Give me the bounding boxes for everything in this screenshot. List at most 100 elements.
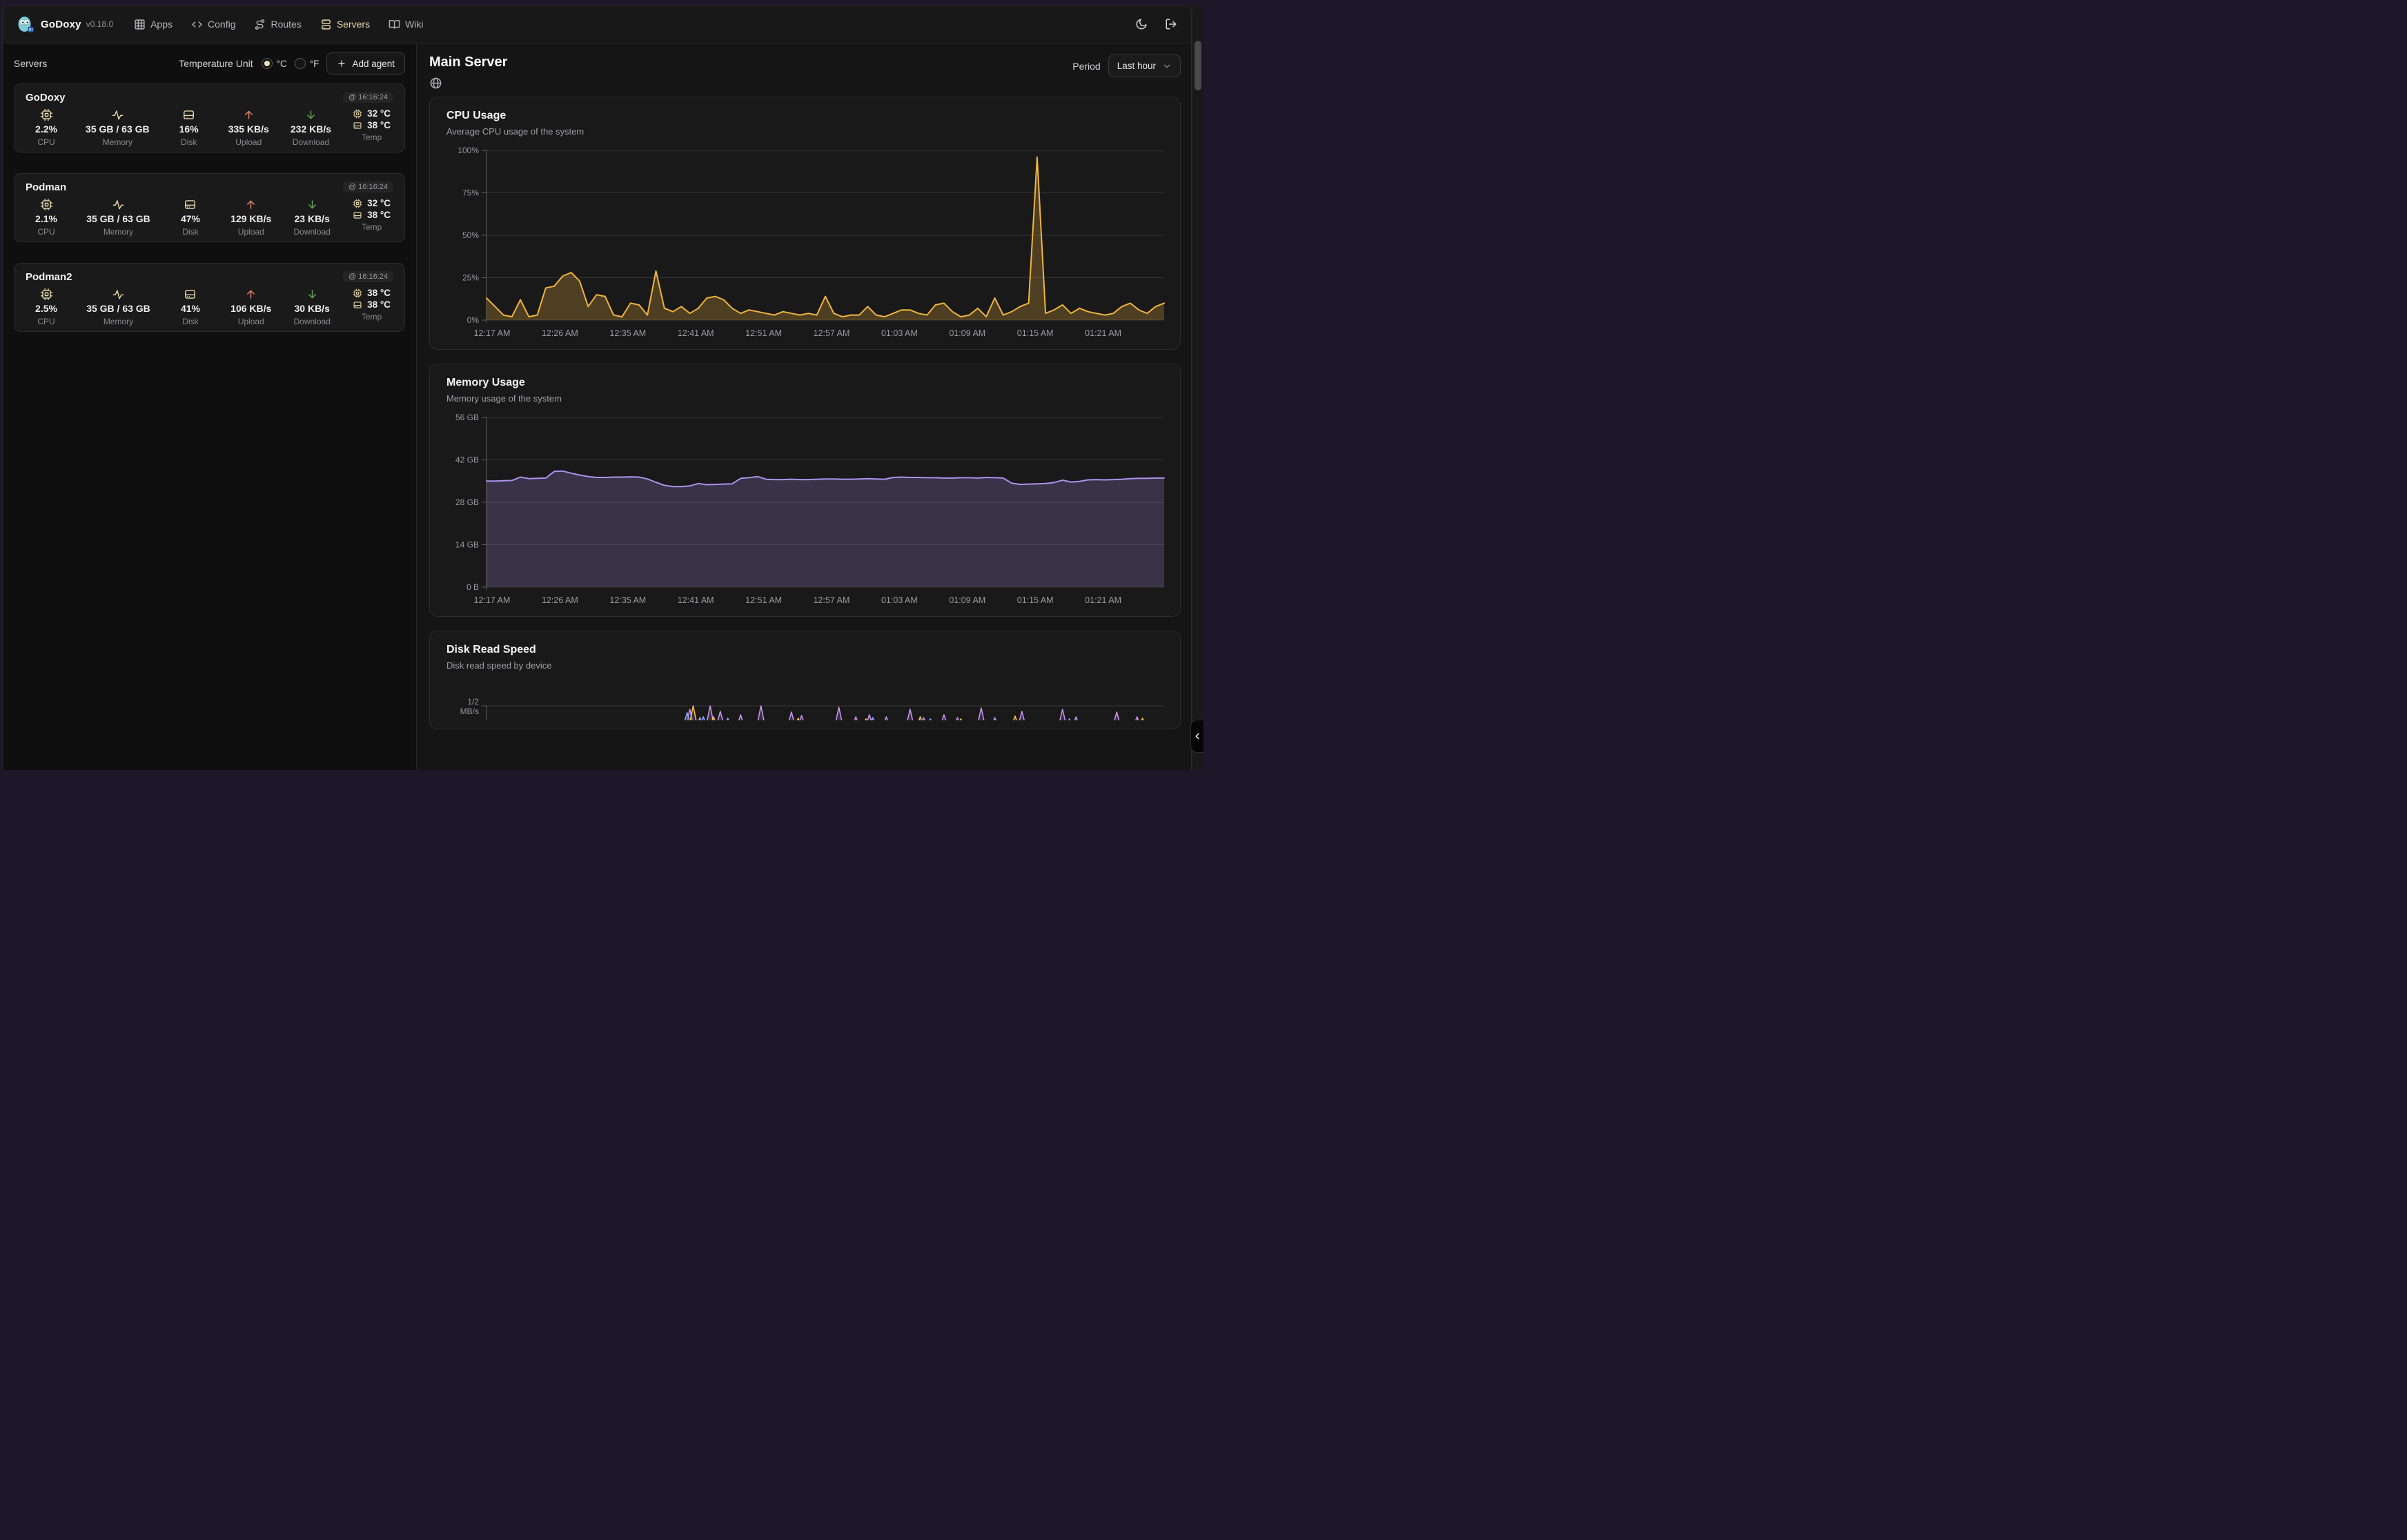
- stat-memory: 35 GB / 63 GB Memory: [86, 108, 150, 147]
- svg-text:01:09 AM: 01:09 AM: [949, 595, 985, 605]
- memory-label: Memory: [103, 317, 134, 326]
- chevron-down-icon: [1163, 64, 1170, 68]
- nav-label: Routes: [271, 19, 302, 30]
- period-select[interactable]: Last hour: [1108, 55, 1181, 77]
- disk-temp-value: 38 °C: [367, 210, 391, 220]
- fahrenheit-radio[interactable]: °F: [294, 58, 320, 69]
- svg-text:0 B: 0 B: [466, 582, 479, 592]
- svg-text:12:57 AM: 12:57 AM: [814, 595, 850, 605]
- main-nav: Apps Config Routes Servers Wiki: [134, 19, 424, 30]
- upload-value: 335 KB/s: [228, 124, 269, 135]
- hard-drive-icon: [353, 300, 362, 310]
- svg-text:01:03 AM: 01:03 AM: [881, 328, 918, 338]
- cpu-chip-icon: [40, 288, 53, 301]
- server-name: Podman: [26, 181, 67, 193]
- sidebar-title: Servers: [14, 58, 48, 69]
- disk-temp-row: 38 °C: [353, 299, 391, 310]
- svg-text:12:35 AM: 12:35 AM: [609, 328, 646, 338]
- activity-icon: [111, 108, 124, 121]
- cpu-value: 2.5%: [35, 303, 57, 314]
- memory-usage-chart[interactable]: 56 GB 42 GB 28 GB 14 GB 0 B 12:17 AM 12:26 AM 1…: [446, 413, 1167, 608]
- server-card[interactable]: GoDoxy @ 16:16:24 2.2% CPU 35 GB / 63 GB Memo…: [14, 83, 405, 152]
- download-label: Download: [293, 317, 331, 326]
- stat-cpu: 2.1% CPU: [28, 198, 64, 237]
- cpu-usage-chart[interactable]: 100% 75% 50% 25% 0% 12:17 AM 12:26 AM 12:35 AM 1…: [446, 146, 1167, 341]
- stat-upload: 335 KB/s Upload: [228, 108, 269, 147]
- page-title: Main Server: [429, 55, 508, 70]
- svg-text:56 GB: 56 GB: [455, 413, 479, 422]
- add-agent-label: Add agent: [352, 58, 395, 69]
- main-header: Main Server Period Last hour: [429, 55, 1181, 90]
- route-icon: [255, 19, 265, 30]
- cpu-chip-icon: [353, 199, 362, 208]
- svg-text:12:51 AM: 12:51 AM: [745, 328, 782, 338]
- servers-sidebar: Servers Temperature Unit °C °F Add agent…: [3, 43, 417, 770]
- svg-text:01:21 AM: 01:21 AM: [1085, 328, 1121, 338]
- celsius-radio[interactable]: °C: [261, 58, 287, 69]
- plus-icon: [338, 60, 346, 67]
- server-icon: [321, 19, 331, 30]
- theme-toggle-moon-icon[interactable]: [1135, 18, 1148, 30]
- server-card[interactable]: Podman @ 16:16:24 2.1% CPU 35 GB / 63 GB Memo…: [14, 173, 405, 242]
- svg-text:01:15 AM: 01:15 AM: [1017, 595, 1054, 605]
- fahrenheit-label: °F: [309, 58, 320, 69]
- nav-item-servers[interactable]: Servers: [320, 19, 370, 30]
- stat-download: 23 KB/s Download: [294, 198, 331, 237]
- cpu-temp-row: 32 °C: [353, 108, 391, 119]
- chart-title: CPU Usage: [446, 110, 507, 121]
- server-card[interactable]: Podman2 @ 16:16:24 2.5% CPU 35 GB / 63 GB Mem…: [14, 263, 405, 332]
- server-stats-row: 2.5% CPU 35 GB / 63 GB Memory 41% Disk 106 KB/…: [26, 288, 393, 326]
- stat-temp: 32 °C 38 °C Temp: [353, 108, 391, 147]
- temperature-unit-label: Temperature Unit: [179, 58, 253, 69]
- add-agent-button[interactable]: Add agent: [326, 52, 405, 75]
- nav-item-config[interactable]: Config: [191, 19, 235, 30]
- cpu-chip-icon: [353, 288, 362, 298]
- memory-value: 35 GB / 63 GB: [86, 213, 150, 224]
- arrow-down-icon: [306, 288, 319, 301]
- collapse-drawer-handle[interactable]: [1190, 720, 1204, 753]
- stat-cpu: 2.2% CPU: [28, 108, 64, 147]
- activity-icon: [112, 198, 125, 211]
- server-card-header: Podman @ 16:16:24: [26, 181, 393, 193]
- svg-text:12:17 AM: 12:17 AM: [474, 328, 511, 338]
- cpu-temp-value: 32 °C: [367, 108, 391, 119]
- disk-read-speed-chart[interactable]: 1/2MB/s: [446, 680, 1167, 720]
- upload-label: Upload: [235, 137, 262, 147]
- memory-label: Memory: [102, 137, 132, 147]
- nav-label: Config: [208, 19, 236, 30]
- cpu-temp-row: 32 °C: [353, 198, 391, 208]
- nav-item-wiki[interactable]: Wiki: [389, 19, 424, 30]
- nav-item-routes[interactable]: Routes: [254, 19, 302, 30]
- logout-icon[interactable]: [1165, 18, 1177, 30]
- memory-value: 35 GB / 63 GB: [86, 124, 150, 135]
- disk-value: 41%: [180, 303, 200, 314]
- radio-dot: [261, 58, 273, 69]
- nav-label: Wiki: [405, 19, 424, 30]
- disk-temp-row: 38 °C: [353, 120, 391, 130]
- svg-text:12:17 AM: 12:17 AM: [474, 595, 511, 605]
- scrollbar-thumb[interactable]: [1195, 41, 1201, 90]
- cpu-label: CPU: [37, 137, 55, 147]
- hard-drive-icon: [184, 198, 197, 211]
- navbar-actions: [1135, 18, 1177, 30]
- svg-text:12:41 AM: 12:41 AM: [678, 328, 714, 338]
- stat-upload: 129 KB/s Upload: [230, 198, 271, 237]
- disk-temp-row: 38 °C: [353, 210, 391, 220]
- chart-subtitle: Average CPU usage of the system: [446, 126, 584, 137]
- temp-label: Temp: [361, 312, 382, 322]
- sidebar-header: Servers Temperature Unit °C °F Add agent: [3, 43, 416, 82]
- nav-item-apps[interactable]: Apps: [134, 19, 173, 30]
- period-control: Period Last hour: [1072, 55, 1181, 77]
- last-update-badge: @ 16:16:24: [342, 271, 393, 282]
- disk-label: Disk: [182, 317, 199, 326]
- svg-text:MB/s: MB/s: [460, 707, 479, 716]
- svg-text:75%: 75%: [462, 188, 479, 198]
- disk-value: 47%: [180, 213, 200, 224]
- stat-disk: 47% Disk: [173, 198, 208, 237]
- upload-value: 106 KB/s: [230, 303, 272, 314]
- svg-text:0%: 0%: [467, 315, 480, 325]
- arrow-up-icon: [244, 198, 257, 211]
- stat-memory: 35 GB / 63 GB Memory: [86, 198, 150, 237]
- book-open-icon: [389, 19, 400, 29]
- upload-label: Upload: [237, 227, 264, 237]
